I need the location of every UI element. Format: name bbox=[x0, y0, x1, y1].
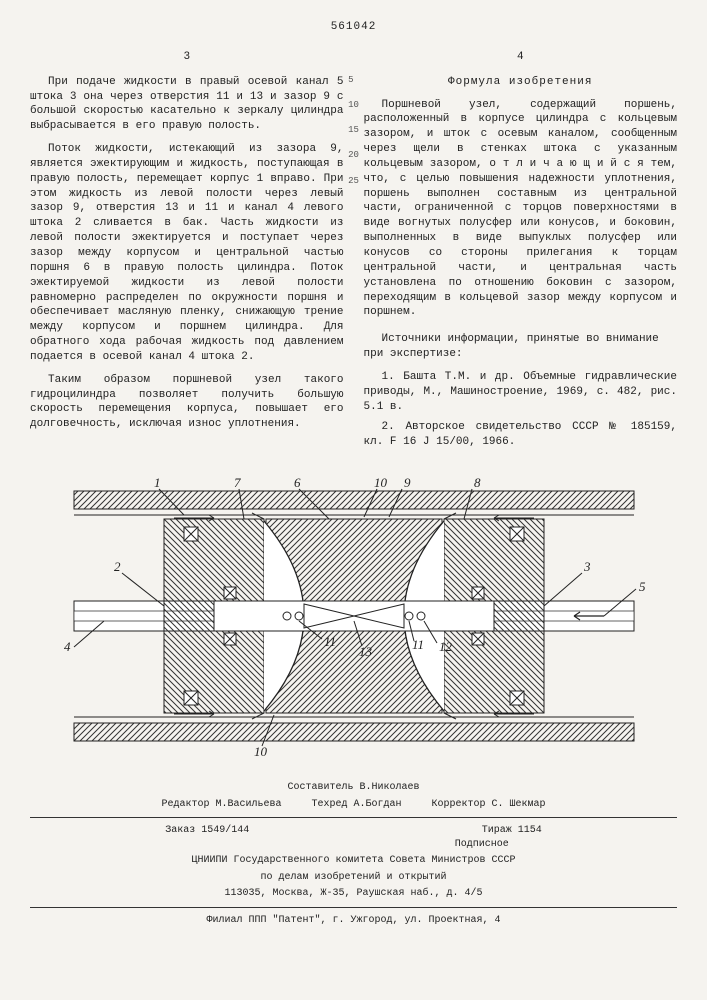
tirazh: Тираж 1154 bbox=[482, 825, 542, 836]
label-8: 8 bbox=[474, 475, 481, 490]
order-num: Заказ 1549/144 bbox=[165, 824, 476, 838]
addr2: Филиал ППП "Патент", г. Ужгород, ул. Про… bbox=[30, 914, 677, 928]
label-2: 2 bbox=[114, 559, 121, 574]
body-para-1: При подаче жидкости в правый осевой кана… bbox=[30, 75, 344, 134]
compiler: Составитель В.Николаев bbox=[30, 781, 677, 795]
formula-title: Формула изобретения bbox=[364, 75, 678, 90]
line-num: 25 bbox=[348, 169, 359, 194]
page-num-right: 4 bbox=[364, 50, 678, 65]
line-num: 15 bbox=[348, 118, 359, 143]
label-9: 9 bbox=[404, 475, 411, 490]
cross-section-figure: 1 2 3 4 5 6 7 8 9 10 10 11 11 12 13 bbox=[44, 471, 664, 761]
label-3: 3 bbox=[583, 559, 591, 574]
editor: Редактор М.Васильева bbox=[161, 799, 281, 810]
addr1: 113035, Москва, Ж-35, Раушская наб., д. … bbox=[30, 887, 677, 901]
label-10b: 10 bbox=[254, 744, 268, 759]
claim-text: Поршневой узел, содержащий поршень, расп… bbox=[364, 98, 678, 321]
label-5: 5 bbox=[639, 579, 646, 594]
footer: Составитель В.Николаев Редактор М.Василь… bbox=[30, 781, 677, 927]
org1: ЦНИИПИ Государственного комитета Совета … bbox=[30, 854, 677, 868]
label-10: 10 bbox=[374, 475, 388, 490]
label-1: 1 bbox=[154, 475, 161, 490]
body-para-3: Таким образом поршневой узел такого гидр… bbox=[30, 373, 344, 432]
org2: по делам изобретений и открытий bbox=[30, 871, 677, 885]
techred: Техред А.Богдан bbox=[311, 799, 401, 810]
label-6: 6 bbox=[294, 475, 301, 490]
label-4: 4 bbox=[64, 639, 71, 654]
line-num: 20 bbox=[348, 143, 359, 168]
patent-number: 561042 bbox=[30, 20, 677, 35]
label-7: 7 bbox=[234, 475, 241, 490]
body-para-2: Поток жидкости, истекающий из зазора 9, … bbox=[30, 142, 344, 365]
label-12: 12 bbox=[439, 639, 453, 654]
subscr: Подписное bbox=[198, 838, 509, 852]
reference-1: 1. Башта Т.М. и др. Объемные гидравличес… bbox=[364, 370, 678, 415]
page-num-left: 3 bbox=[30, 50, 344, 65]
line-num: 10 bbox=[348, 93, 359, 118]
label-11: 11 bbox=[324, 634, 336, 649]
corrector: Корректор С. Шекмар bbox=[432, 799, 546, 810]
label-13: 13 bbox=[359, 644, 373, 659]
reference-2: 2. Авторское свидетельство СССР № 185159… bbox=[364, 420, 678, 450]
sources-title: Источники информации, принятые во вниман… bbox=[364, 332, 678, 362]
line-num: 5 bbox=[348, 68, 359, 93]
